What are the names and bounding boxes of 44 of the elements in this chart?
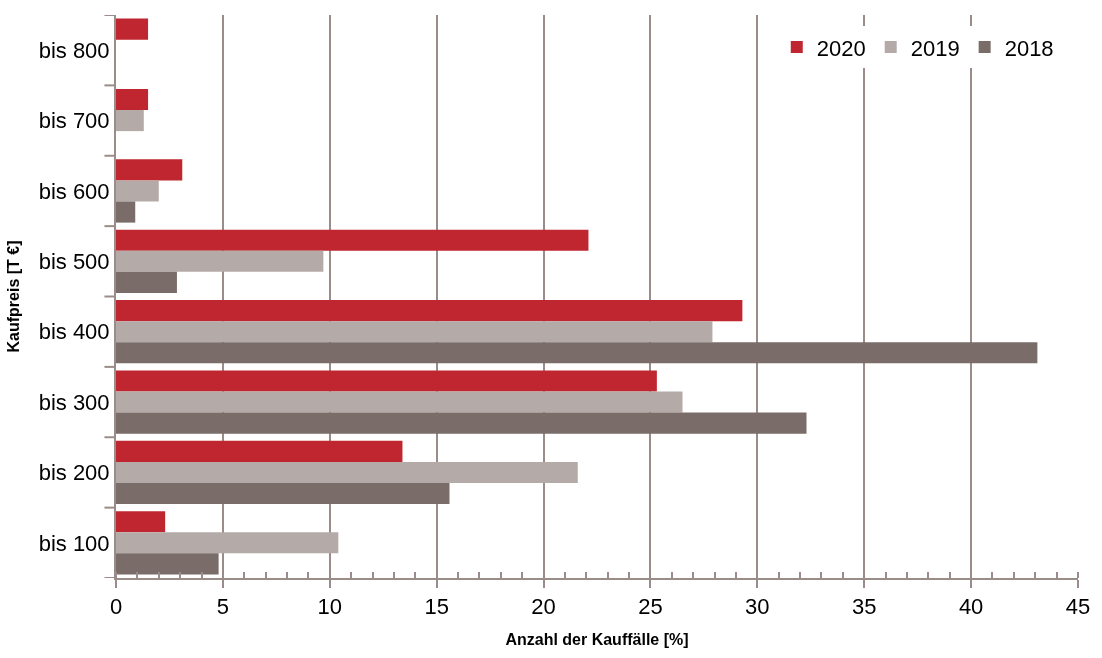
bar	[116, 271, 177, 293]
x-tick-label: 20	[531, 594, 556, 620]
bar	[116, 201, 136, 223]
x-tick-label: 25	[638, 594, 663, 620]
bar	[116, 461, 578, 483]
bar	[116, 370, 657, 392]
y-tick-label: bis 500	[38, 249, 110, 275]
bar	[116, 553, 219, 575]
bar	[116, 482, 450, 505]
y-tick-label: bis 600	[38, 178, 110, 204]
bar	[116, 391, 683, 413]
bar	[116, 229, 589, 251]
bar	[116, 110, 144, 132]
y-axis-title: Kaufpreis [T €]	[5, 240, 23, 353]
bar	[116, 511, 166, 533]
bar	[116, 342, 1038, 364]
y-tick-label: bis 800	[38, 37, 110, 63]
x-tick-label: 5	[216, 594, 230, 620]
x-tick-label: 0	[109, 594, 123, 620]
y-tick-label: bis 200	[38, 460, 110, 486]
x-tick-label: 30	[745, 594, 770, 620]
bar	[116, 300, 743, 322]
x-tick-label: 35	[851, 594, 877, 620]
x-tick-label: 45	[1065, 594, 1091, 620]
x-tick-label: 40	[958, 594, 984, 620]
legend-label: 2019	[910, 35, 960, 61]
legend-label: 2020	[816, 35, 866, 61]
bar	[116, 440, 403, 462]
y-tick-label: bis 300	[38, 389, 110, 415]
y-tick-label: bis 400	[38, 319, 110, 345]
x-axis-title: Anzahl der Kauffälle [%]	[505, 630, 689, 648]
bar	[116, 88, 149, 111]
bar	[116, 159, 183, 181]
y-tick-label: bis 100	[38, 530, 110, 556]
x-tick-label: 10	[317, 594, 343, 620]
x-tick-label: 15	[424, 594, 449, 620]
bar	[116, 412, 807, 434]
bar	[116, 321, 713, 343]
bar	[116, 18, 149, 40]
bar	[116, 532, 339, 554]
bar	[116, 250, 324, 272]
legend-label: 2018	[1004, 35, 1054, 61]
bar	[116, 180, 159, 202]
y-tick-label: bis 700	[38, 108, 110, 134]
